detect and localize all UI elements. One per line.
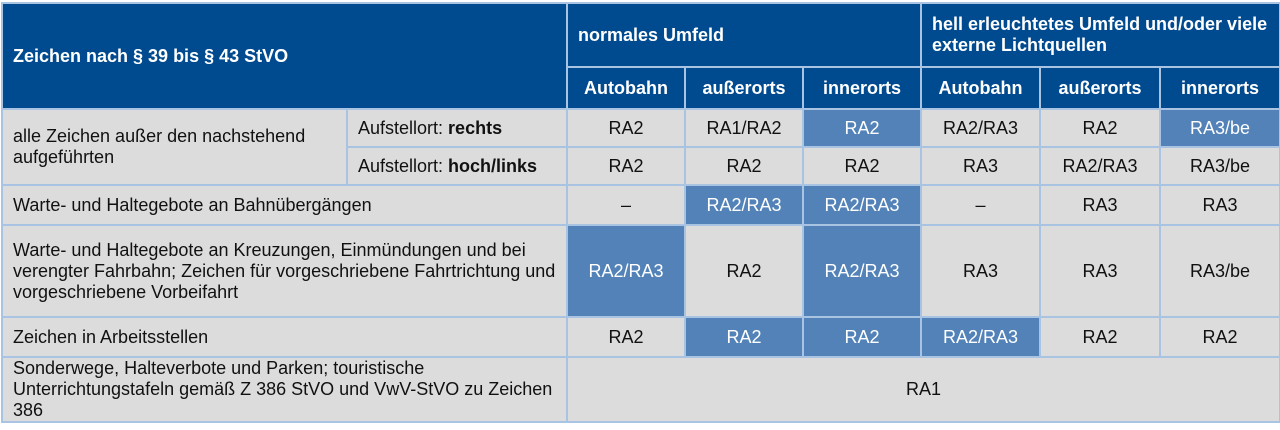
- table-row: Warte- und Haltegebote an Bahnübergängen…: [1, 184, 1280, 226]
- value-cell: RA3/be: [1159, 146, 1280, 186]
- table-title: Zeichen nach § 39 bis § 43 StVO: [1, 2, 568, 110]
- value-cell: RA2: [566, 316, 686, 358]
- table-row: Zeichen in Arbeitsstellen RA2 RA2 RA2 RA2/RA…: [1, 316, 1280, 358]
- value-cell: RA3: [1039, 224, 1161, 318]
- value-cell: RA2/RA3: [802, 224, 922, 318]
- col-header: Autobahn: [920, 66, 1041, 110]
- value-cell: –: [920, 184, 1041, 226]
- col-header: außerorts: [1039, 66, 1161, 110]
- value-cell: RA2: [684, 146, 804, 186]
- value-cell: RA2: [802, 108, 922, 148]
- value-cell: RA3: [1159, 184, 1280, 226]
- value-cell: RA2/RA3: [684, 184, 804, 226]
- value-cell: RA2/RA3: [1039, 146, 1161, 186]
- row-label: Sonderwege, Halteverbote und Parken; tou…: [1, 356, 568, 423]
- value-cell: RA1: [566, 356, 1280, 423]
- value-cell: RA2: [684, 224, 804, 318]
- sublabel-prefix: Aufstellort:: [358, 155, 449, 176]
- value-cell: RA2/RA3: [802, 184, 922, 226]
- value-cell: RA2: [1039, 108, 1161, 148]
- value-cell: RA2/RA3: [920, 316, 1041, 358]
- value-cell: RA2/RA3: [920, 108, 1041, 148]
- row-label: alle Zeichen außer den nachstehend aufge…: [1, 108, 348, 186]
- col-header: innerorts: [802, 66, 922, 110]
- group-bright: hell erleuchtetes Umfeld und/oder viele …: [920, 2, 1280, 68]
- value-cell: RA2: [566, 146, 686, 186]
- col-header: Autobahn: [566, 66, 686, 110]
- value-cell: RA2: [1039, 316, 1161, 358]
- table-row: Warte- und Haltegebote an Kreuzungen, Ei…: [1, 224, 1280, 318]
- row-label: Zeichen in Arbeitsstellen: [1, 316, 568, 358]
- group-normal: normales Umfeld: [566, 2, 922, 68]
- col-header: innerorts: [1159, 66, 1280, 110]
- row-label: Warte- und Haltegebote an Bahnübergängen: [1, 184, 568, 226]
- value-cell: –: [566, 184, 686, 226]
- value-cell: RA3: [1039, 184, 1161, 226]
- sublabel-location: rechts: [448, 117, 503, 138]
- sublabel-prefix: Aufstellort:: [358, 117, 449, 138]
- table-row: alle Zeichen außer den nachstehend aufge…: [1, 108, 1280, 186]
- value-cell: RA2/RA3: [566, 224, 686, 318]
- value-cell: RA3/be: [1159, 224, 1280, 318]
- row-sublabel: Aufstellort: rechts: [346, 108, 568, 148]
- col-header: außerorts: [684, 66, 804, 110]
- value-cell: RA2: [684, 316, 804, 358]
- value-cell: RA3: [920, 146, 1041, 186]
- value-cell: RA1/RA2: [684, 108, 804, 148]
- value-cell: RA3: [920, 224, 1041, 318]
- sign-retroreflection-table: Zeichen nach § 39 bis § 43 StVO normales…: [1, 2, 1280, 423]
- value-cell: RA2: [566, 108, 686, 148]
- table-row: Sonderwege, Halteverbote und Parken; tou…: [1, 356, 1280, 423]
- row-label: Warte- und Haltegebote an Kreuzungen, Ei…: [1, 224, 568, 318]
- value-cell: RA2: [802, 316, 922, 358]
- value-cell: RA2: [802, 146, 922, 186]
- row-sublabel: Aufstellort: hoch/links: [346, 146, 568, 186]
- value-cell: RA3/be: [1159, 108, 1280, 148]
- table-row: Aufstellort: hoch/links RA2 RA2 RA2 RA3 RA2/R…: [2, 146, 1280, 186]
- sublabel-location: hoch/links: [448, 155, 538, 176]
- value-cell: RA2: [1159, 316, 1280, 358]
